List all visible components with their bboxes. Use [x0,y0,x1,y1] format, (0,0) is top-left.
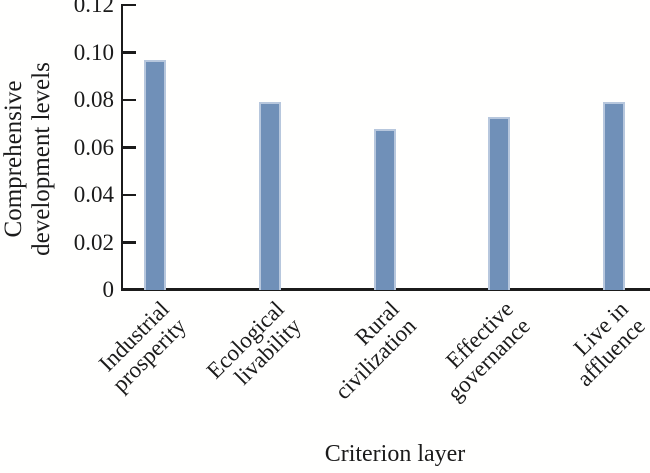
bar-ecological-livability [258,102,281,290]
x-axis-title: Criterion layer [324,441,466,467]
y-tick-label: 0.06 [73,134,114,160]
y-tick-mark [123,3,136,7]
bar-rural-civilization [373,128,396,290]
bar-industrial-prosperity [144,59,166,290]
y-axis-title-line-1: Comprehensive [0,80,27,238]
y-tick-mark [123,146,136,149]
y-tick-mark [123,98,136,102]
y-tick-label: 0.04 [73,182,114,207]
bar-live-in-affluence [603,102,625,290]
y-axis-line [120,3,123,291]
y-tick-label: 0.12 [73,0,114,17]
y-tick-mark [123,241,136,244]
y-tick-label: 0 [102,277,115,302]
y-tick-label: 0.08 [73,87,114,112]
y-tick-mark [123,288,136,292]
y-tick-mark [123,51,136,54]
y-tick-label: 0.10 [73,39,114,65]
bar-effective-governance [488,116,511,290]
y-tick-label: 0.02 [73,229,114,255]
y-tick-mark [123,193,136,197]
